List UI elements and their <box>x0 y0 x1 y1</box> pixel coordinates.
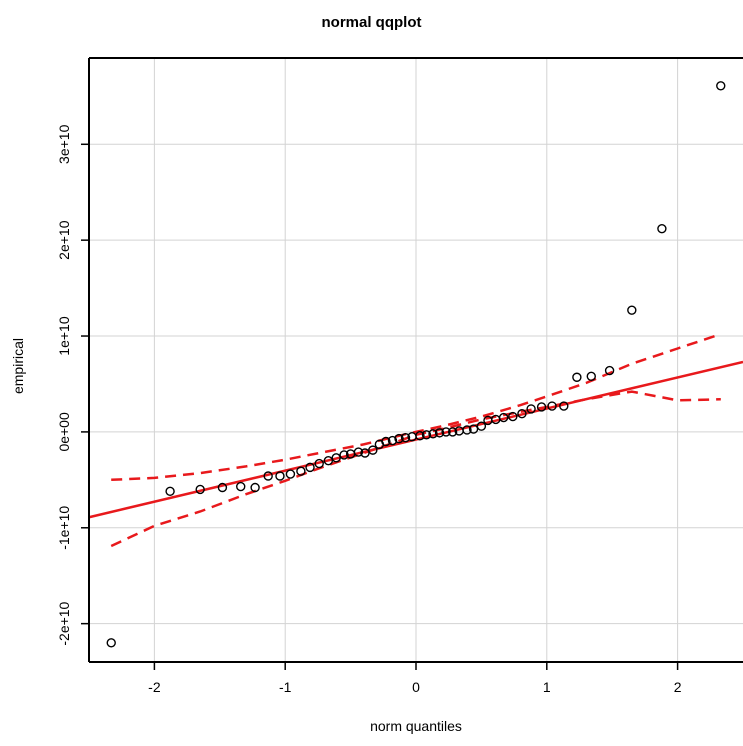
data-point <box>434 428 445 438</box>
data-point <box>468 424 479 434</box>
data-point <box>657 223 667 234</box>
data-points <box>106 81 726 648</box>
y-tick-label: 2e+10 <box>56 220 72 260</box>
data-point <box>195 484 205 495</box>
x-tick-label: -2 <box>148 679 161 695</box>
grid <box>89 58 743 662</box>
x-tick-label: 2 <box>674 679 682 695</box>
data-point <box>381 436 391 447</box>
data-point <box>339 450 349 460</box>
data-point <box>305 462 315 473</box>
data-point <box>462 425 472 435</box>
chart-title: normal qqplot <box>321 14 422 31</box>
x-tick-label: -1 <box>279 679 292 695</box>
data-point <box>421 430 432 440</box>
data-point <box>217 482 228 493</box>
axes: -2 -1 0 1 2 -2e+10 -1e+10 0e+00 1e+10 2e+10 3e+10 <box>56 57 743 695</box>
data-point <box>353 447 364 457</box>
data-point <box>447 427 458 437</box>
data-point <box>165 486 175 497</box>
data-point <box>387 435 398 446</box>
data-point <box>498 412 509 423</box>
data-point <box>368 445 378 455</box>
data-point <box>627 305 637 315</box>
y-tick-label: -2e+10 <box>56 601 72 645</box>
y-tick-label: 0e+00 <box>56 412 72 452</box>
data-point <box>536 402 547 412</box>
data-point <box>275 471 285 481</box>
x-tick-label: 0 <box>412 679 420 695</box>
data-point <box>236 481 246 492</box>
data-point <box>547 401 557 411</box>
data-point <box>526 404 536 414</box>
data-point <box>517 408 527 419</box>
data-point <box>716 81 726 91</box>
data-point <box>250 482 260 493</box>
data-point <box>572 372 582 382</box>
y-tick-label: 3e+10 <box>56 124 72 164</box>
data-point <box>106 638 116 648</box>
data-point <box>285 469 296 479</box>
qq-reference-line <box>88 360 743 519</box>
data-point <box>508 411 518 422</box>
x-tick-label: 1 <box>543 679 551 695</box>
data-point <box>441 427 451 437</box>
data-point <box>394 433 404 444</box>
data-point <box>263 471 273 481</box>
data-point <box>428 429 438 439</box>
data-point <box>559 401 569 411</box>
confidence-band-upper <box>111 332 722 482</box>
data-point <box>360 448 370 458</box>
data-point <box>323 455 334 466</box>
data-point <box>400 432 411 443</box>
data-point <box>314 458 324 469</box>
y-tick-label: 1e+10 <box>56 316 72 356</box>
data-point <box>296 466 306 476</box>
x-axis-label: norm quantiles <box>370 718 462 734</box>
qq-line <box>88 360 743 519</box>
y-tick-label: -1e+10 <box>56 506 72 550</box>
data-point <box>415 431 425 441</box>
data-point <box>586 371 596 381</box>
data-point <box>604 365 615 376</box>
data-point <box>331 453 341 463</box>
data-point <box>476 421 487 431</box>
